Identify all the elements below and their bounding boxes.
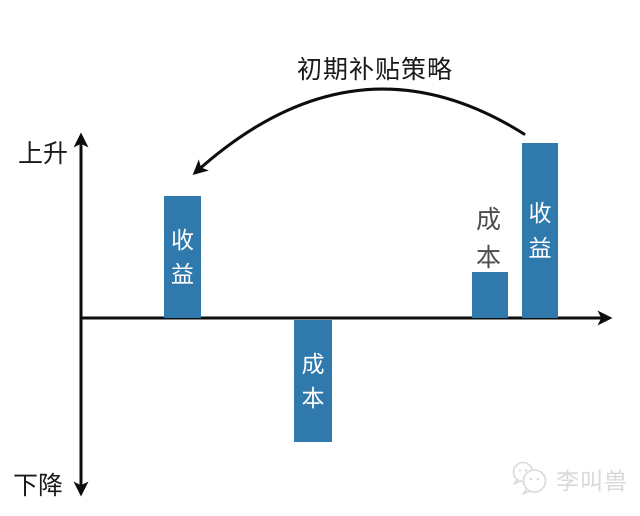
y-axis-top-label: 上升 — [18, 140, 69, 168]
watermark: 李叫兽 — [509, 458, 628, 500]
bar-right-revenue-label: 收益 — [528, 200, 552, 261]
bar-middle-cost: 成本 — [294, 320, 332, 442]
bar-middle-cost-label: 成本 — [301, 350, 325, 412]
watermark-text: 李叫兽 — [556, 468, 628, 494]
y-axis-bottom-label: 下降 — [13, 472, 64, 500]
wechat-icon — [512, 461, 547, 496]
bar-left-revenue: 收益 — [164, 196, 201, 318]
bar-right-cost-label: 成本 — [476, 206, 502, 272]
bar-left-revenue-label: 收益 — [171, 226, 194, 288]
annotation-arrow — [192, 87, 526, 176]
bar-right-cost — [472, 272, 508, 318]
annotation-title: 初期补贴策略 — [296, 56, 453, 84]
bar-right-revenue: 收益 — [522, 143, 558, 318]
